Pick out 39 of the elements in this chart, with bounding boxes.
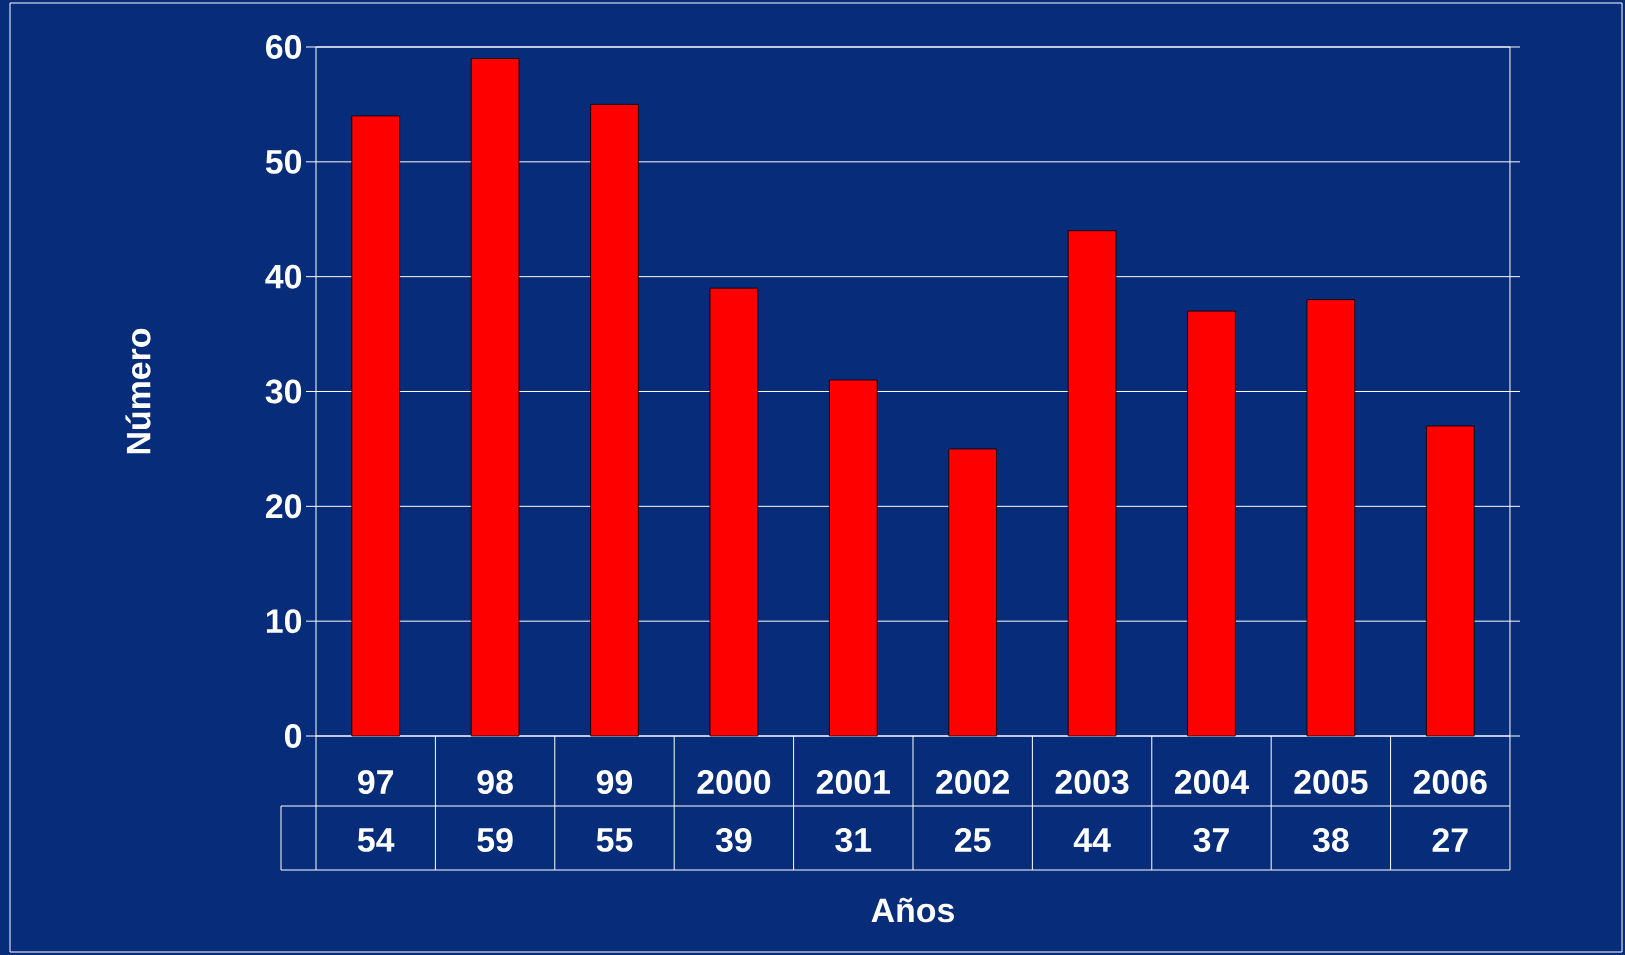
- data-label: 27: [1432, 828, 1468, 852]
- y-tick-label: 0: [284, 724, 302, 748]
- x-tick-label: 2005: [1294, 770, 1368, 794]
- data-label: 37: [1193, 827, 1229, 853]
- data-label: 59: [477, 828, 513, 852]
- x-tick-label: 2000: [697, 770, 771, 794]
- bar: [1425, 425, 1475, 737]
- x-tick-label: 2002: [936, 770, 1009, 794]
- data-label: 55: [596, 828, 633, 852]
- y-tick-label: 20: [265, 494, 302, 519]
- x-tick-label: 99: [596, 770, 633, 794]
- y-tick-label: 50: [265, 149, 302, 174]
- bar: [470, 58, 520, 737]
- x-tick-label: 97: [358, 770, 394, 794]
- y-tick-label: 30: [265, 379, 302, 404]
- bar: [1187, 310, 1236, 737]
- bar: [1067, 230, 1117, 737]
- bar: [709, 287, 759, 737]
- y-tick-label: 60: [266, 35, 302, 59]
- bar: [948, 448, 997, 737]
- data-label: 39: [715, 827, 752, 853]
- x-tick-label: 2003: [1055, 769, 1129, 795]
- y-axis-title: Número: [125, 328, 151, 454]
- x-tick-label: 98: [477, 770, 513, 794]
- bar: [829, 379, 878, 737]
- y-tick-label: 40: [265, 264, 302, 289]
- x-axis-title: Años: [871, 897, 954, 923]
- data-label: 25: [955, 828, 991, 852]
- x-tick-label: 2001: [816, 770, 890, 794]
- x-tick-label: 2004: [1174, 770, 1249, 794]
- data-label: 38: [1312, 827, 1349, 853]
- bar: [351, 115, 400, 737]
- data-label: 31: [835, 827, 872, 853]
- x-tick-label: 2006: [1413, 770, 1487, 794]
- y-tick-label: 10: [266, 609, 302, 634]
- bar: [1306, 299, 1356, 737]
- data-label: 44: [1073, 828, 1111, 852]
- data-label: 54: [357, 828, 395, 852]
- bar: [590, 104, 639, 737]
